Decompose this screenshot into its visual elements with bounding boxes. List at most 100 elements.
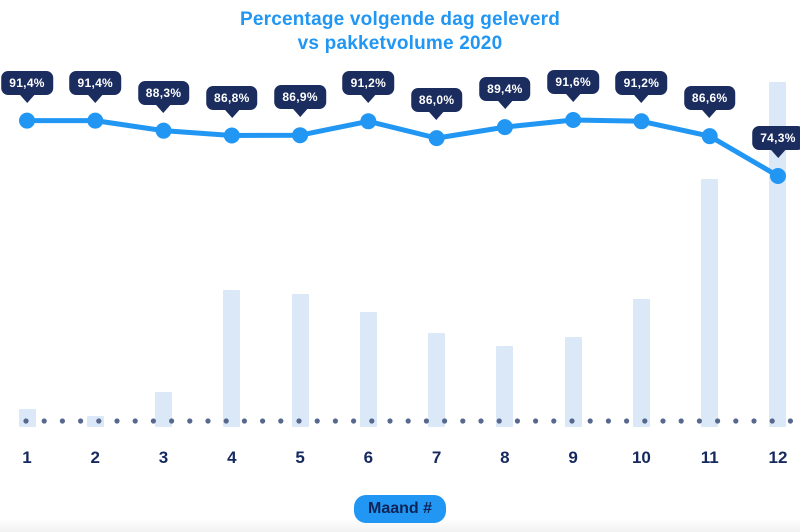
baseline-dot — [769, 418, 775, 424]
volume-bar-month-5 — [291, 293, 309, 427]
chart-title: Percentage volgende dag geleverd vs pakk… — [0, 8, 800, 56]
baseline-dot — [478, 418, 484, 424]
bottom-shadow-strip — [0, 519, 800, 532]
badge-tail-pointer — [633, 94, 650, 104]
volume-bar-month-8 — [496, 345, 514, 427]
x-axis-tick-label-11: 11 — [700, 448, 719, 467]
volume-bar-month-7 — [428, 333, 446, 427]
baseline-dot — [369, 418, 375, 424]
volume-bar-month-2 — [86, 415, 104, 427]
badge-tail-pointer — [155, 103, 172, 113]
baseline-dot — [314, 418, 320, 424]
data-label-badge-month-4: 86,8% — [206, 85, 258, 118]
baseline-dot — [405, 418, 411, 424]
baseline-dot — [96, 418, 102, 424]
baseline-dot — [733, 418, 739, 424]
baseline-dot — [624, 418, 630, 424]
x-axis-tick-label-3: 3 — [158, 448, 169, 467]
volume-bar-month-9 — [564, 336, 582, 427]
baseline-dot — [351, 418, 357, 424]
volume-bar-month-10 — [632, 299, 650, 427]
data-label-badge-month-5: 86,9% — [274, 85, 326, 118]
x-axis-tick-label-7: 7 — [431, 448, 442, 467]
x-axis-tick-label-6: 6 — [363, 448, 374, 467]
line-point-marker-month-11 — [701, 128, 718, 145]
x-axis-tick-label-2: 2 — [90, 448, 100, 467]
x-axis-tick-label-1: 1 — [22, 448, 32, 467]
badge-tail-pointer — [701, 109, 718, 119]
volume-bar-month-4 — [223, 290, 241, 427]
x-axis-tick-label-9: 9 — [568, 448, 578, 467]
baseline-dot — [59, 418, 65, 424]
baseline-dot — [223, 418, 229, 424]
baseline-dot — [187, 418, 193, 424]
data-label-badge-month-3: 88,3% — [137, 80, 190, 113]
baseline-dot — [260, 418, 266, 424]
x-axis-tick-label-5: 5 — [295, 448, 305, 467]
baseline-dot — [678, 418, 684, 424]
volume-bar-month-12 — [769, 82, 787, 427]
baseline-dot — [605, 418, 612, 424]
baseline-dot — [41, 418, 47, 424]
baseline-dot — [715, 418, 721, 424]
line-point-marker-month-9 — [565, 111, 582, 128]
baseline-dot — [660, 418, 666, 424]
baseline-dot — [533, 418, 539, 424]
line-point-marker-month-2 — [87, 112, 104, 129]
baseline-dot — [387, 418, 393, 424]
badge-tail-pointer — [769, 148, 786, 158]
volume-bar-month-1 — [18, 409, 36, 427]
line-point-marker-month-7 — [428, 130, 445, 147]
x-axis-tick-label-12: 12 — [768, 448, 788, 467]
badge-tail-pointer — [565, 92, 582, 102]
data-label-badge-month-7: 86,0% — [410, 88, 463, 121]
badge-tail-pointer — [223, 108, 240, 118]
line-point-marker-month-3 — [155, 122, 172, 139]
baseline-dot — [569, 418, 575, 424]
data-label-badge-month-6: 91,2% — [342, 71, 395, 104]
baseline-dot — [514, 418, 521, 424]
percentage-line — [24, 117, 781, 179]
badge-tail-pointer — [360, 94, 377, 104]
badge-tail-pointer — [87, 93, 104, 103]
baseline-dot — [78, 418, 84, 424]
chart-title-line2: vs pakketvolume 2020 — [297, 33, 503, 54]
x-axis-tick-label-8: 8 — [500, 448, 510, 467]
baseline-dot — [496, 418, 502, 424]
line-point-marker-month-6 — [360, 113, 377, 130]
baseline-dot — [460, 418, 466, 424]
x-axis-title-pill: Maand # — [353, 495, 447, 523]
volume-bar-month-6 — [359, 312, 377, 427]
baseline-dot — [23, 418, 29, 424]
baseline-dot — [696, 418, 703, 424]
data-label-badge-month-12: 74,3% — [752, 125, 800, 158]
baseline-dot — [551, 418, 557, 424]
baseline-dot — [787, 418, 794, 424]
baseline-dot — [241, 418, 247, 424]
line-point-marker-month-1 — [19, 112, 35, 129]
baseline-dot — [205, 418, 211, 424]
volume-bar-month-11 — [701, 178, 719, 427]
baseline-dot — [642, 418, 648, 424]
data-label-badge-month-11: 86,6% — [683, 86, 736, 119]
data-label-badge-month-1: 91,4% — [1, 70, 53, 103]
baseline-dot — [150, 418, 156, 424]
data-label-badge-month-8: 89,4% — [479, 77, 531, 110]
baseline-dot — [296, 418, 302, 424]
data-label-badge-month-10: 91,2% — [615, 71, 668, 104]
data-label-badge-month-2: 91,4% — [69, 70, 122, 103]
data-label-badge-month-9: 91,6% — [547, 69, 599, 102]
chart-title-line1: Percentage volgende dag geleverd — [239, 9, 560, 30]
baseline-dot — [751, 418, 757, 424]
badge-tail-pointer — [19, 93, 35, 103]
line-point-marker-month-8 — [496, 119, 513, 136]
badge-tail-pointer — [428, 111, 445, 121]
line-point-marker-month-12 — [769, 167, 786, 184]
baseline-dot — [132, 418, 138, 424]
line-point-marker-month-5 — [292, 127, 309, 144]
line-point-marker-month-10 — [633, 113, 650, 130]
baseline-dot — [423, 418, 429, 424]
